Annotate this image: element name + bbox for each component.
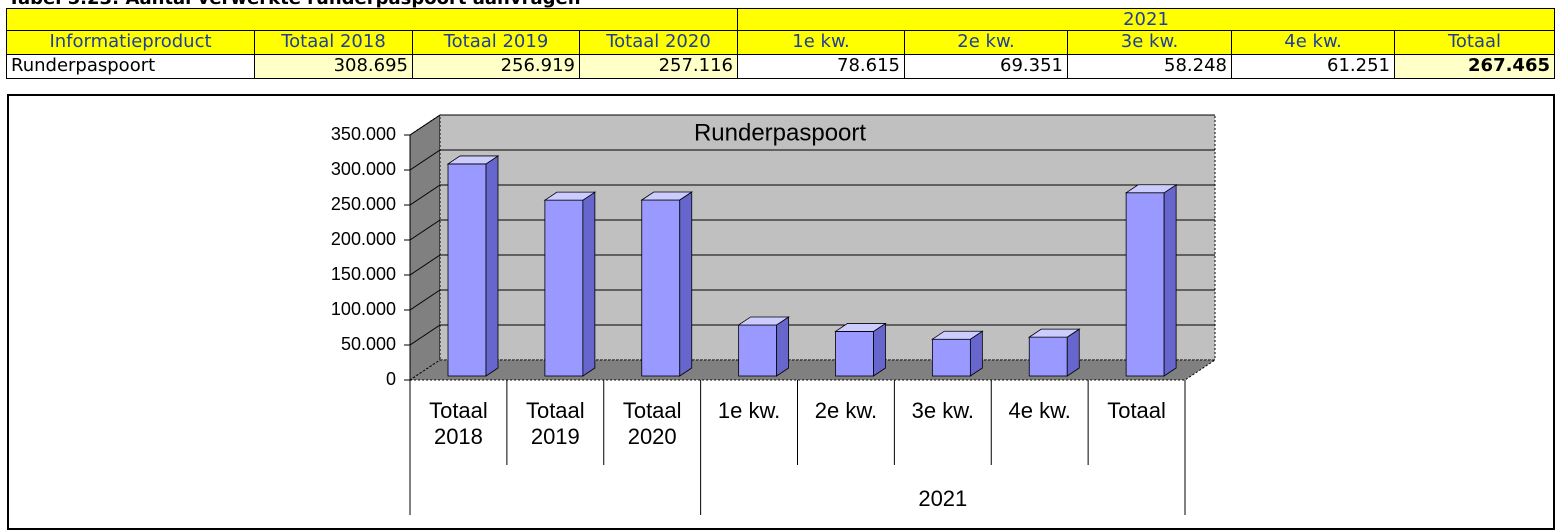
y-tick-label: 150.000 (331, 264, 396, 284)
table-header-cell: 4e kw. (1232, 31, 1395, 55)
x-tick-label: 4e kw. (1008, 398, 1071, 423)
bar (641, 199, 681, 377)
table-header-cell: Totaal 2020 (580, 31, 738, 55)
y-tick-label: 200.000 (331, 229, 396, 249)
y-tick-label: 300.000 (331, 159, 396, 179)
table-cell: 267.465 (1395, 55, 1555, 79)
table-cell: 256.919 (413, 55, 580, 79)
table-cell: 58.248 (1068, 55, 1232, 79)
table-header-cell: 3e kw. (1068, 31, 1232, 55)
table-cell: Runderpaspoort (6, 55, 255, 79)
grid-line-side (409, 184, 441, 206)
bar-top (737, 316, 790, 326)
bar-side (776, 316, 790, 377)
group-label: 2021 (918, 486, 968, 511)
grid-line-side (409, 324, 441, 346)
bar-top (543, 191, 597, 201)
table-cell: 257.116 (580, 55, 738, 79)
bar-top (931, 330, 984, 340)
x-tick-label: 2e kw. (814, 398, 878, 423)
bar (835, 331, 874, 377)
x-tick-label: Totaal (1107, 398, 1166, 423)
grid-line-side (409, 114, 441, 136)
bar (738, 324, 778, 377)
bar (1028, 336, 1068, 377)
x-tick-label: Totaal 2019 (525, 398, 585, 449)
table-header-cell: 2e kw. (905, 31, 1068, 55)
floor (408, 359, 1217, 381)
bar (1125, 192, 1165, 377)
table-cell: 61.251 (1232, 55, 1395, 79)
chart-frame (7, 94, 1555, 530)
bar-top (640, 191, 694, 201)
table-empty-header (6, 8, 738, 31)
table-header-cell: Totaal (1395, 31, 1555, 55)
bar (931, 338, 971, 377)
y-tick-label: 350.000 (331, 124, 396, 144)
table-title: Tabel 5.23: Aantal verwerkte runderpaspo… (8, 0, 581, 9)
x-tick-label: Totaal 2020 (622, 398, 682, 449)
y-tick-label: 100.000 (331, 299, 396, 319)
table-cell: 78.615 (738, 55, 905, 79)
grid-line-side (409, 219, 441, 241)
x-tick-label: Totaal 2018 (429, 398, 488, 449)
grid-line-side (409, 254, 441, 276)
y-tick-label: 250.000 (331, 194, 396, 214)
table-cell: 308.695 (255, 55, 413, 79)
table-cell: 69.351 (905, 55, 1068, 79)
grid-line-side (409, 149, 441, 171)
bar-side (582, 191, 596, 377)
table-header-cell: 1e kw. (738, 31, 905, 55)
x-tick-label: 3e kw. (911, 398, 974, 423)
table-header-cell: Totaal 2018 (255, 31, 413, 55)
grid-line-side (409, 289, 441, 311)
bar-top (834, 323, 887, 332)
y-tick-label: 0 (386, 369, 396, 389)
x-tick-label: 1e kw. (717, 398, 781, 423)
bar-side (873, 322, 886, 377)
bar-top (1124, 184, 1178, 194)
bar-side (485, 155, 499, 377)
y-tick-label: 50.000 (341, 334, 396, 354)
bar-top (446, 155, 500, 165)
table-header-cell: Informatieproduct (6, 31, 255, 55)
bar-side (679, 191, 693, 377)
bar (544, 199, 584, 377)
table-header-cell: Totaal 2019 (413, 31, 580, 55)
bar-top (1027, 328, 1081, 338)
side-wall (409, 114, 441, 381)
table-group-header: 2021 (738, 8, 1555, 31)
bar (447, 163, 487, 377)
chart-title: Runderpaspoort (694, 119, 866, 146)
bar-side (1163, 184, 1177, 377)
